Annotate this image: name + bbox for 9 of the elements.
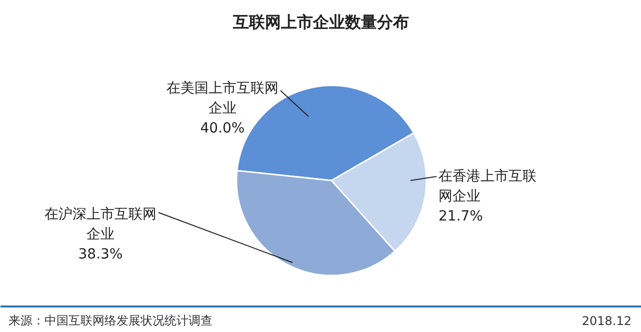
data-label: 21.7% [438, 208, 483, 224]
slice-label: 在美国上市互联网企业 [166, 80, 278, 116]
chart-title: 互联网上市企业数量分布 [232, 12, 409, 32]
data-label: 40.0% [200, 120, 245, 136]
slice-label: 在沪深上市互联网企业 [44, 206, 156, 242]
slice-label: 在香港上市互联网企业 [438, 168, 536, 204]
text: 2018.12 [582, 314, 632, 328]
source-note: 来源：中国互联网络发展状况统计调查 [8, 314, 212, 328]
data-label: 38.3% [78, 246, 123, 262]
